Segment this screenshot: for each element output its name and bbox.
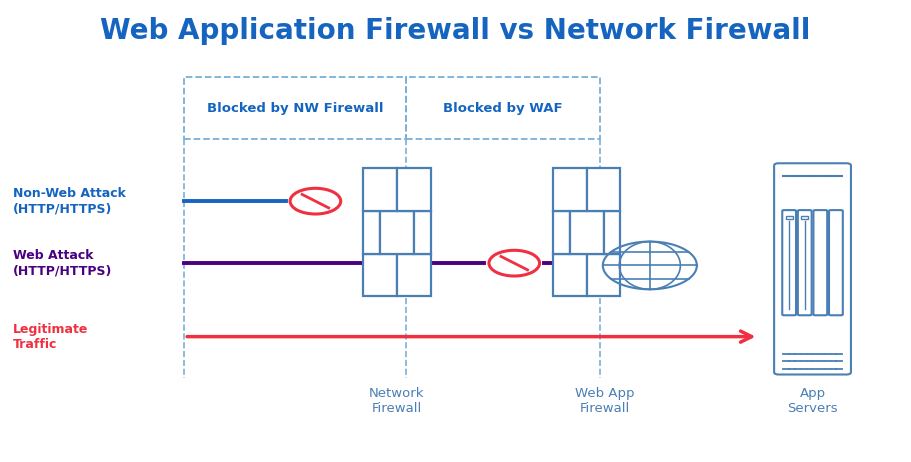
Bar xyxy=(397,254,431,297)
FancyBboxPatch shape xyxy=(814,210,827,315)
Bar xyxy=(363,254,397,297)
Text: Web Attack
(HTTP/HTTPS): Web Attack (HTTP/HTTPS) xyxy=(13,249,112,277)
Bar xyxy=(405,77,600,139)
Text: Network
Firewall: Network Firewall xyxy=(369,387,425,415)
Bar xyxy=(380,211,414,254)
FancyBboxPatch shape xyxy=(783,210,796,315)
Text: Non-Web Attack
(HTTP/HTTPS): Non-Web Attack (HTTP/HTTPS) xyxy=(13,187,126,215)
Bar xyxy=(801,216,808,219)
Text: Blocked by NW Firewall: Blocked by NW Firewall xyxy=(207,102,384,115)
Bar xyxy=(587,168,620,211)
FancyBboxPatch shape xyxy=(774,163,851,375)
Bar xyxy=(184,77,405,139)
Bar xyxy=(569,211,603,254)
Bar xyxy=(397,168,431,211)
Bar xyxy=(553,168,587,211)
Text: Legitimate
Traffic: Legitimate Traffic xyxy=(13,322,88,351)
Bar xyxy=(553,254,587,297)
Text: Web App
Firewall: Web App Firewall xyxy=(575,387,634,415)
FancyBboxPatch shape xyxy=(798,210,812,315)
Bar xyxy=(785,216,793,219)
Text: Blocked by WAF: Blocked by WAF xyxy=(443,102,563,115)
Bar xyxy=(603,211,620,254)
Bar xyxy=(363,168,397,211)
Bar xyxy=(363,211,380,254)
Text: App
Servers: App Servers xyxy=(787,387,838,415)
Bar xyxy=(587,254,620,297)
Bar xyxy=(553,211,569,254)
Bar xyxy=(414,211,431,254)
Text: Web Application Firewall vs Network Firewall: Web Application Firewall vs Network Fire… xyxy=(100,17,811,45)
FancyBboxPatch shape xyxy=(829,210,843,315)
